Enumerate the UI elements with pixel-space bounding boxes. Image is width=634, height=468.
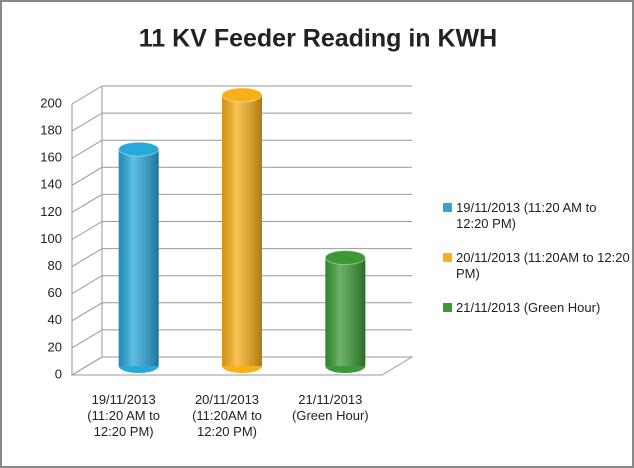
- y-tick-label: 120: [40, 204, 62, 219]
- bar-top: [221, 87, 263, 103]
- y-tick-label: 20: [48, 339, 62, 354]
- y-tick-label: 80: [48, 258, 62, 273]
- chart-title: 11 KV Feeder Reading in KWH: [139, 25, 497, 53]
- bar-shade: [118, 149, 159, 366]
- legend-swatch: [443, 253, 452, 262]
- bar-top: [324, 250, 366, 266]
- y-tick-label: 180: [40, 123, 62, 138]
- legend-label: 19/11/2013 (11:20 AM to 12:20 PM): [456, 200, 597, 231]
- y-tick-label: 60: [48, 285, 62, 300]
- legend-swatch: [443, 203, 452, 212]
- x-tick-label: 21/11/2013 (Green Hour): [292, 392, 369, 423]
- x-tick-label: 19/11/2013 (11:20 AM to 12:20 PM): [87, 392, 161, 439]
- y-tick-label: 160: [40, 150, 62, 165]
- x-tick-label: 20/11/2013 (11:20AM to 12:20 PM): [192, 392, 262, 439]
- legend-swatch: [443, 303, 452, 312]
- bar-top: [118, 141, 160, 157]
- legend-label: 21/11/2013 (Green Hour): [456, 300, 601, 315]
- bar-shade: [222, 95, 262, 366]
- bar-shade: [325, 257, 366, 366]
- y-tick-label: 200: [40, 95, 62, 110]
- y-tick-label: 140: [40, 177, 62, 192]
- y-tick-label: 100: [40, 231, 62, 246]
- y-tick-label: 0: [55, 366, 62, 381]
- legend-label: 20/11/2013 (11:20AM to 12:20 PM): [456, 250, 630, 281]
- y-tick-label: 40: [48, 312, 62, 327]
